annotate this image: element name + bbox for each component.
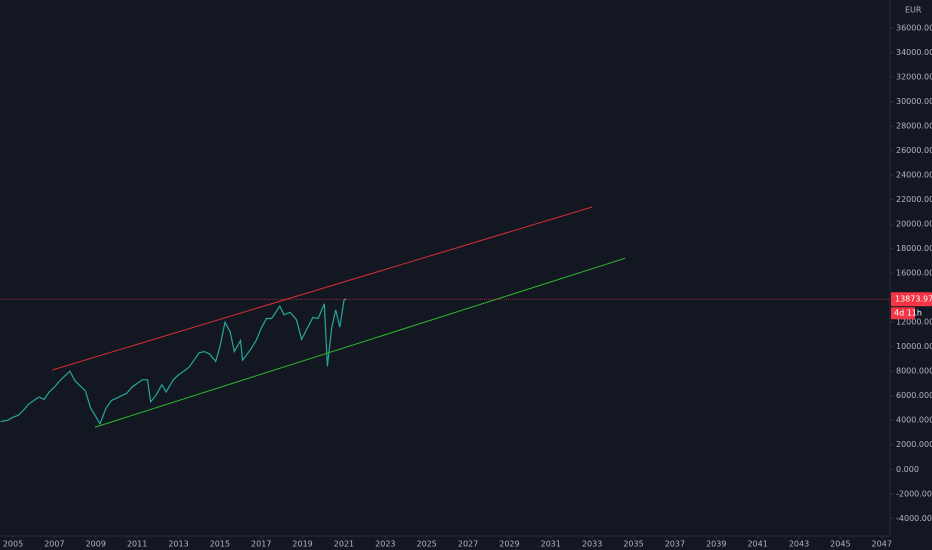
- x-tick-label: 2047: [872, 540, 892, 549]
- y-tick-label: 16000.000: [896, 269, 932, 278]
- y-tick-label: 24000.000: [896, 171, 932, 180]
- x-tick-label: 2005: [3, 540, 23, 549]
- y-tick-label: 36000.000: [896, 24, 932, 33]
- x-tick-label: 2009: [86, 540, 106, 549]
- x-tick-label: 2023: [375, 540, 395, 549]
- price-line: [0, 298, 347, 426]
- y-tick-label: 20000.000: [896, 220, 932, 229]
- y-tick-label: 6000.000: [896, 391, 932, 400]
- x-tick-label: 2011: [127, 540, 147, 549]
- x-tick-label: 2017: [251, 540, 271, 549]
- x-tick-label: 2045: [830, 540, 850, 549]
- x-tick-label: 2043: [789, 540, 809, 549]
- y-tick-label: 32000.000: [896, 73, 932, 82]
- x-tick-label: 2037: [665, 540, 685, 549]
- y-tick-label: 4000.000: [896, 416, 932, 425]
- x-tick-label: 2025: [417, 540, 437, 549]
- countdown-badge: [891, 307, 915, 320]
- x-tick-label: 2013: [168, 540, 188, 549]
- x-tick-label: 2019: [292, 540, 312, 549]
- x-tick-label: 2035: [623, 540, 643, 549]
- y-tick-label: 8000.000: [896, 367, 932, 376]
- last-price-badge: [891, 292, 932, 307]
- trend-line: [52, 206, 593, 371]
- currency-label: EUR: [905, 6, 922, 15]
- x-tick-label: 2041: [747, 540, 767, 549]
- x-tick-label: 2031: [541, 540, 561, 549]
- y-tick-label: 12000.000: [896, 318, 932, 327]
- y-tick-label: 10000.000: [896, 342, 932, 351]
- x-tick-label: 2029: [499, 540, 519, 549]
- y-tick-label: 2000.000: [896, 440, 932, 449]
- trend-line: [94, 257, 626, 428]
- x-tick-label: 2007: [44, 540, 64, 549]
- countdown-label: 4d 11h: [894, 309, 922, 318]
- y-tick-label: 22000.000: [896, 195, 932, 204]
- y-tick-label: 26000.000: [896, 146, 932, 155]
- x-tick-label: 2021: [334, 540, 354, 549]
- y-tick-label: 30000.000: [896, 97, 932, 106]
- y-tick-label: 34000.000: [896, 48, 932, 57]
- x-tick-label: 2015: [210, 540, 230, 549]
- x-tick-label: 2039: [706, 540, 726, 549]
- y-tick-label: -4000.000: [896, 514, 932, 523]
- y-tick-label: 0.000: [896, 465, 919, 474]
- x-tick-label: 2027: [458, 540, 478, 549]
- y-tick-label: 28000.000: [896, 122, 932, 131]
- y-tick-label: -2000.000: [896, 489, 932, 498]
- x-tick-label: 2033: [582, 540, 602, 549]
- last-price-label: 13873.970: [895, 295, 932, 304]
- y-tick-label: 18000.000: [896, 244, 932, 253]
